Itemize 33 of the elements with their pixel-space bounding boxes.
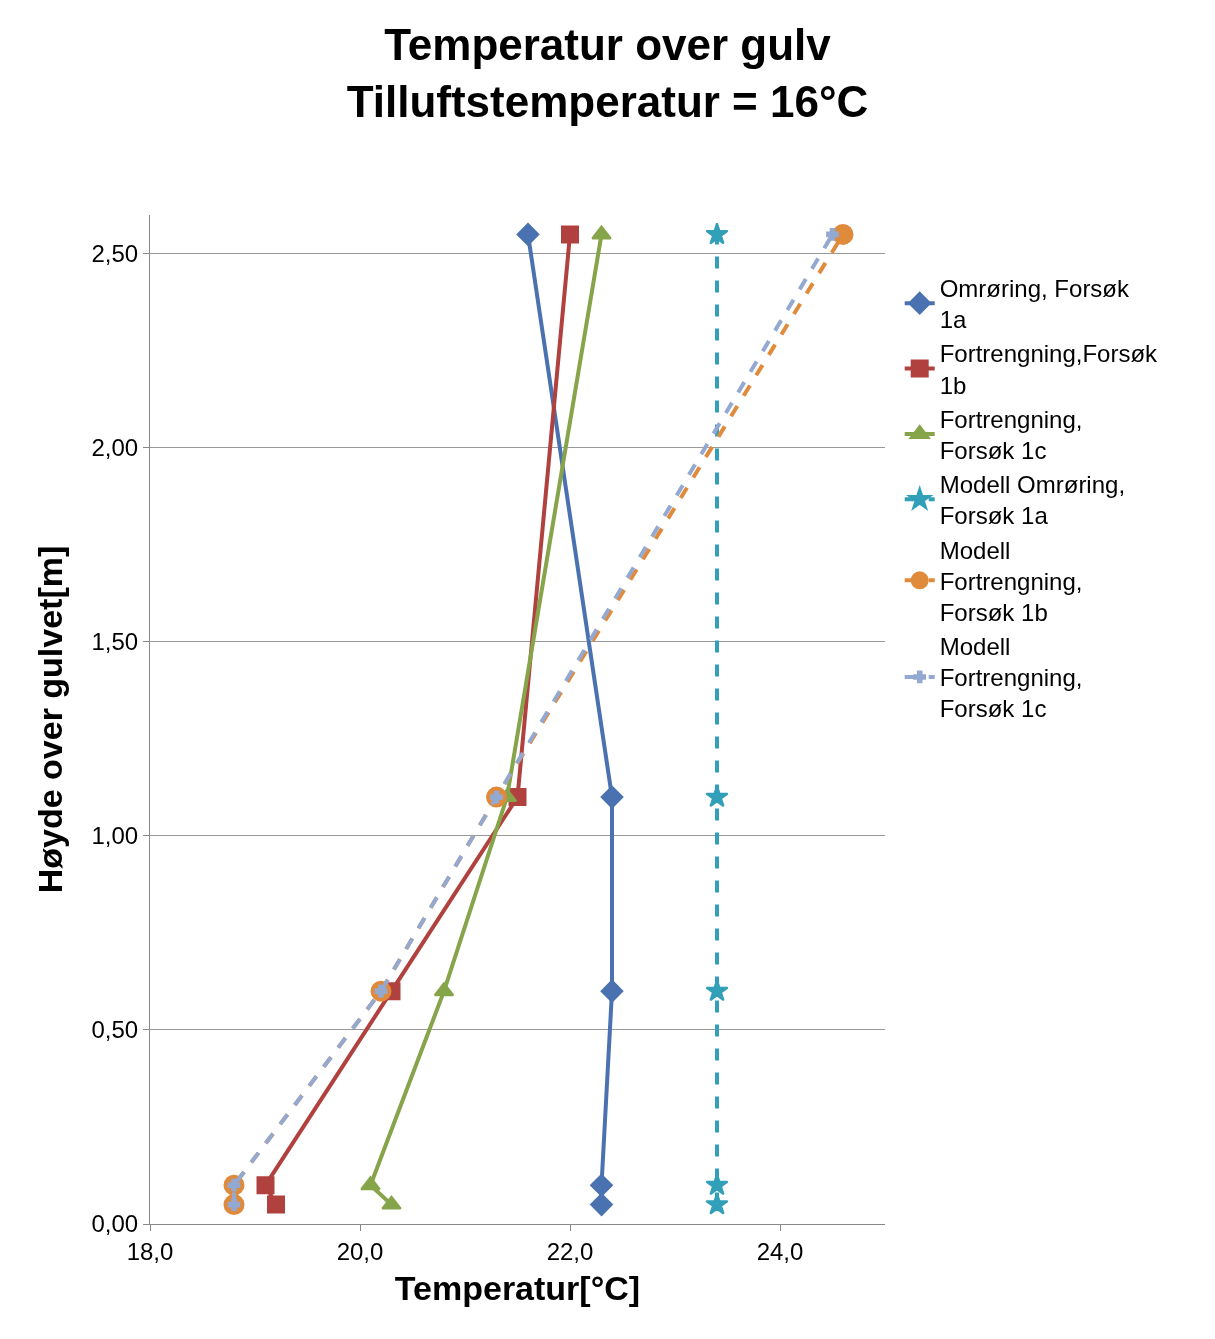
point (705, 222, 729, 245)
y-tick-label: 1,50 (91, 628, 139, 656)
y-tick-label: 1,00 (91, 822, 139, 850)
legend-label: Modell Omrøring, Forsøk 1a (939, 471, 1126, 530)
point (590, 1193, 613, 1216)
legend-label: Modell Fortrengning, Forsøk 1c (939, 633, 1083, 723)
x-tick-label: 24,0 (756, 1237, 804, 1265)
point (267, 1195, 285, 1214)
point (516, 223, 540, 246)
y-tick-label: 0,00 (91, 1210, 139, 1238)
y-tick-label: 2,00 (91, 434, 139, 462)
point (381, 1195, 402, 1210)
legend-label: Fortrengning,Forsøk 1b (939, 340, 1159, 399)
point (826, 228, 839, 241)
point (591, 225, 612, 240)
x-axis-title: Temperatur[°C] (394, 1269, 641, 1308)
point (590, 1173, 613, 1197)
point (561, 225, 579, 244)
point (256, 1176, 275, 1195)
legend-label: Omrøring, Forsøk 1a (939, 274, 1131, 334)
y-tick-label: 0,50 (91, 1016, 139, 1044)
x-tick-label: 22,0 (546, 1237, 594, 1265)
point (600, 785, 624, 809)
x-tick-label: 20,0 (336, 1237, 384, 1265)
x-tick-label: 18,0 (126, 1237, 174, 1265)
chart-subtitle: Tilluftstemperatur = 16°C (346, 77, 869, 127)
legend-label: Modell Fortrengning, Forsøk 1b (939, 536, 1083, 626)
point (600, 979, 624, 1003)
y-axis-title: Høyde over gulvet[m] (31, 545, 70, 894)
point (360, 1176, 381, 1191)
chart-title: Temperatur over gulv (384, 20, 832, 70)
y-tick-label: 2,50 (91, 240, 139, 268)
legend-label: Fortrengning, Forsøk 1c (939, 405, 1083, 464)
